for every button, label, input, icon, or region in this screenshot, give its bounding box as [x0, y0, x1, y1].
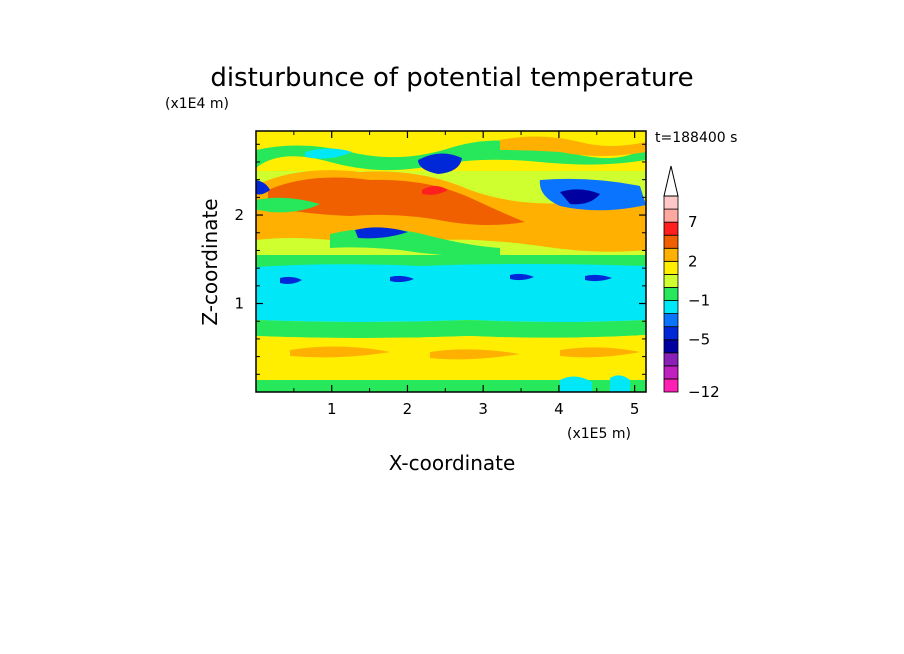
colorbar-segment — [663, 247, 679, 262]
x-tick-label: 1 — [327, 400, 337, 418]
y-axis-ticks: 12 — [234, 143, 646, 375]
colorbar-label: −5 — [688, 331, 710, 349]
colorbar-segment — [663, 234, 679, 249]
colorbar-label: 2 — [688, 252, 698, 270]
cool-cell-1 — [418, 153, 462, 174]
colorbar-segment — [663, 273, 679, 288]
left-cool-cell — [256, 180, 270, 195]
colorbar-extension — [663, 165, 679, 197]
band-ground — [256, 380, 646, 392]
cool-cell-2-core — [560, 189, 600, 205]
y-axis-label: Z-coordinate — [198, 198, 222, 325]
colorbar-segment — [663, 300, 679, 314]
colorbar-segment — [663, 365, 679, 380]
cool-band-spots — [280, 273, 612, 284]
band-mid-green — [256, 255, 646, 267]
top-orange-blobs — [500, 136, 646, 156]
ground-spots — [560, 375, 630, 392]
x-axis-label: X-coordinate — [389, 451, 516, 475]
colorbar-segment — [663, 326, 679, 341]
colorbar-segment — [663, 221, 679, 236]
warm-core — [268, 177, 525, 225]
cool-cell-3 — [355, 227, 408, 239]
chart-title: disturbunce of potential temperature — [210, 63, 693, 93]
colorbar-segment — [663, 378, 679, 393]
colorbar-label: −1 — [688, 292, 710, 310]
contour-field — [256, 131, 646, 392]
y-unit-label: (x1E4 m) — [165, 96, 229, 112]
cool-band — [256, 264, 646, 322]
green-band-low — [256, 320, 646, 338]
x-tick-label: 3 — [478, 400, 488, 418]
x-axis-ticks: 1 2 3 4 5 — [293, 131, 640, 418]
colorbar-segment — [663, 313, 679, 328]
x-unit-label: (x1E5 m) — [567, 426, 631, 442]
colorbar-label: −12 — [688, 383, 720, 401]
colorbar-label: 7 — [688, 213, 698, 231]
low-orange-streaks — [290, 346, 640, 360]
colorbar — [663, 165, 679, 393]
colorbar-segment — [663, 287, 679, 301]
colorbar-labels: 7 2 −1 −5 −12 — [688, 213, 720, 401]
colorbar-segment — [663, 260, 679, 275]
top-cyan-blob — [305, 148, 352, 159]
colorbar-segment — [663, 339, 679, 354]
colorbar-segment — [663, 352, 679, 367]
x-tick-label: 5 — [630, 400, 640, 418]
x-tick-label: 4 — [554, 400, 564, 418]
colorbar-segment — [663, 195, 679, 210]
plot-frame — [255, 130, 647, 393]
y-tick-label: 1 — [234, 295, 244, 313]
colorbar-segment — [663, 208, 679, 223]
y-tick-label: 2 — [234, 206, 244, 224]
time-label: t=188400 s — [655, 130, 737, 146]
green-wave — [256, 197, 320, 213]
x-tick-label: 2 — [403, 400, 413, 418]
warm-hotspot — [422, 186, 448, 195]
